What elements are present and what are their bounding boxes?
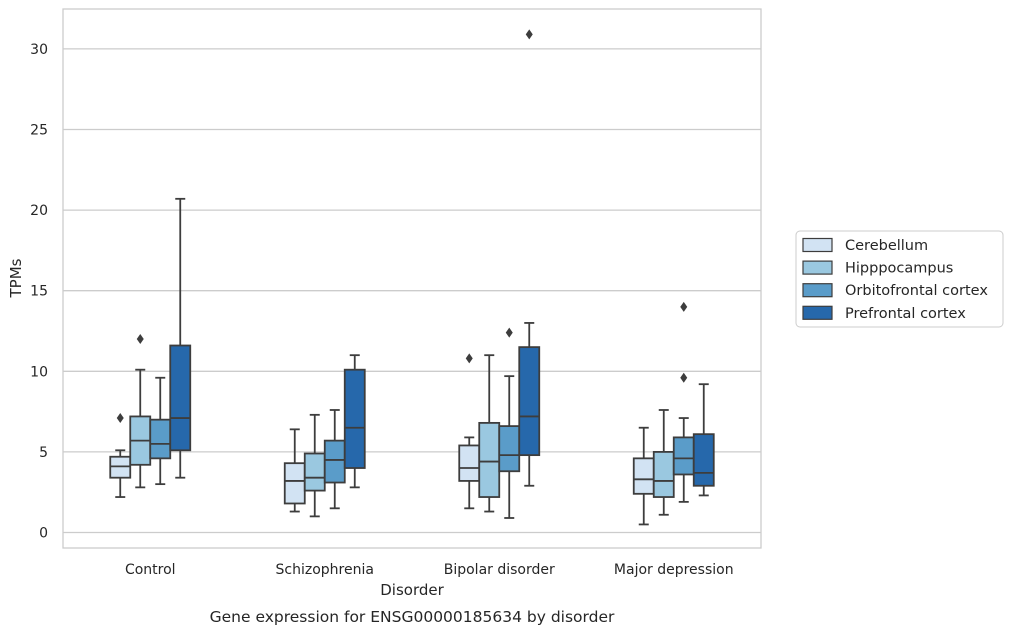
legend-item: Orbitofrontal cortex xyxy=(802,283,988,299)
legend-label: Cerebellum xyxy=(845,238,928,254)
box xyxy=(692,433,715,487)
legend-label: Prefrontal cortex xyxy=(845,306,966,322)
box xyxy=(283,462,306,505)
outlier-point xyxy=(525,29,533,40)
y-tick-label: 20 xyxy=(30,203,48,219)
outlier-point xyxy=(680,372,688,383)
y-tick-label: 25 xyxy=(30,123,48,139)
box-groups xyxy=(109,29,715,526)
plot-area-frame xyxy=(62,8,762,549)
box xyxy=(672,436,695,476)
legend-frame xyxy=(795,230,1004,328)
x-tick-label: Schizophrenia xyxy=(276,562,374,578)
outlier-point xyxy=(116,413,124,424)
category-group xyxy=(458,29,541,519)
outlier-point xyxy=(136,334,144,345)
legend-item: Cerebellum xyxy=(802,237,928,254)
y-tick-label: 10 xyxy=(30,364,48,380)
box xyxy=(458,444,481,482)
x-axis-label: Disorder xyxy=(380,581,444,599)
legend-items: Cerebellum Hipppocampus Orbitofrontal cort… xyxy=(802,237,988,322)
legend-swatch xyxy=(802,283,833,298)
x-tick-labels: Control Schizophrenia Bipolar disorder Majo… xyxy=(125,562,734,578)
x-tick-label: Bipolar disorder xyxy=(444,562,555,578)
box xyxy=(169,344,192,452)
legend-swatch xyxy=(802,260,833,275)
x-tick-label: Control xyxy=(125,562,176,578)
legend-label: Hipppocampus xyxy=(845,261,953,277)
outlier-point xyxy=(505,327,513,338)
legend-swatch xyxy=(802,305,833,320)
legend-item: Hipppocampus xyxy=(802,260,953,277)
box xyxy=(478,421,501,498)
category-group xyxy=(109,197,192,498)
outlier-point xyxy=(680,301,688,312)
legend-label: Orbitofrontal cortex xyxy=(845,283,988,299)
legend-swatch xyxy=(802,237,833,253)
y-axis-label: TPMs xyxy=(7,258,25,298)
y-tick-label: 0 xyxy=(39,526,48,542)
chart-caption: Gene expression for ENSG00000185634 by d… xyxy=(210,608,615,626)
box xyxy=(303,452,326,492)
box xyxy=(632,457,655,495)
legend: Cerebellum Hipppocampus Orbitofrontal cort… xyxy=(795,230,1004,328)
box xyxy=(343,368,366,469)
box xyxy=(498,425,521,473)
y-tick-label: 30 xyxy=(30,42,48,58)
y-tick-labels: 0 5 10 15 20 25 30 xyxy=(30,42,48,542)
category-group xyxy=(283,354,366,518)
box xyxy=(652,450,675,498)
outlier-point xyxy=(465,353,473,364)
x-tick-label: Major depression xyxy=(614,562,734,578)
legend-item: Prefrontal cortex xyxy=(802,305,966,322)
box xyxy=(323,439,346,484)
y-tick-label: 15 xyxy=(30,284,48,300)
y-tick-label: 5 xyxy=(39,445,48,461)
box xyxy=(149,418,172,460)
box xyxy=(518,346,541,457)
category-group xyxy=(632,301,715,526)
